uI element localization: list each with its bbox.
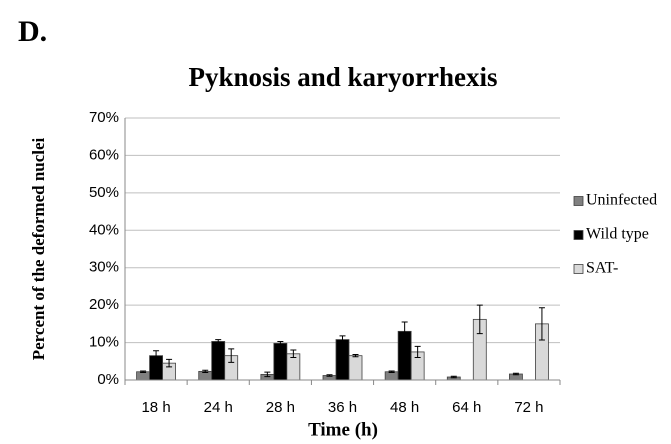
- x-tick-label: 48 h: [390, 399, 419, 416]
- legend-swatch: [573, 196, 584, 206]
- legend-swatch: [573, 264, 584, 274]
- panel-label: D.: [18, 15, 47, 48]
- error-bar: [140, 370, 147, 374]
- chart-title: Pyknosis and karyorrhexis: [188, 62, 497, 92]
- error-bar: [352, 354, 359, 358]
- error-bar: [401, 321, 408, 342]
- legend-label: SAT-: [586, 260, 618, 277]
- legend-label: Wild type: [586, 226, 649, 243]
- x-axis-label: Time (h): [308, 419, 378, 440]
- y-tick-label: 0%: [97, 371, 119, 388]
- y-tick-label: 40%: [89, 221, 119, 238]
- error-bar: [339, 335, 346, 344]
- error-bar: [166, 358, 173, 368]
- error-bar: [326, 374, 333, 377]
- error-bar: [277, 340, 284, 346]
- error-bar: [215, 339, 222, 344]
- y-tick-label: 30%: [89, 259, 119, 276]
- error-bar: [538, 307, 545, 341]
- bar: [273, 342, 288, 381]
- x-tick-label: 72 h: [514, 399, 543, 416]
- x-tick-label: 28 h: [266, 399, 295, 416]
- x-tick-label: 36 h: [328, 399, 357, 416]
- bar: [211, 341, 226, 381]
- y-tick-label: 70%: [89, 109, 119, 126]
- x-tick-label: 64 h: [452, 399, 481, 416]
- bar: [335, 339, 350, 381]
- y-axis-label: Percent of the deformed nuclei: [29, 137, 48, 360]
- error-bar: [414, 345, 421, 359]
- bar: [348, 355, 363, 381]
- y-tick-label: 60%: [89, 146, 119, 163]
- y-tick-label: 20%: [89, 296, 119, 313]
- error-bar: [264, 371, 271, 378]
- error-bar: [476, 304, 483, 335]
- error-bar: [290, 349, 297, 359]
- legend-swatch: [573, 230, 584, 240]
- error-bar: [228, 348, 235, 363]
- legend-label: Uninfected: [586, 192, 657, 209]
- x-tick-label: 18 h: [141, 399, 170, 416]
- error-bar: [202, 369, 209, 374]
- y-tick-label: 50%: [89, 184, 119, 201]
- error-bar: [153, 350, 160, 362]
- y-tick-label: 10%: [89, 334, 119, 351]
- x-tick-label: 24 h: [204, 399, 233, 416]
- error-bar: [450, 375, 457, 379]
- error-bar: [512, 372, 519, 376]
- error-bar: [388, 370, 395, 374]
